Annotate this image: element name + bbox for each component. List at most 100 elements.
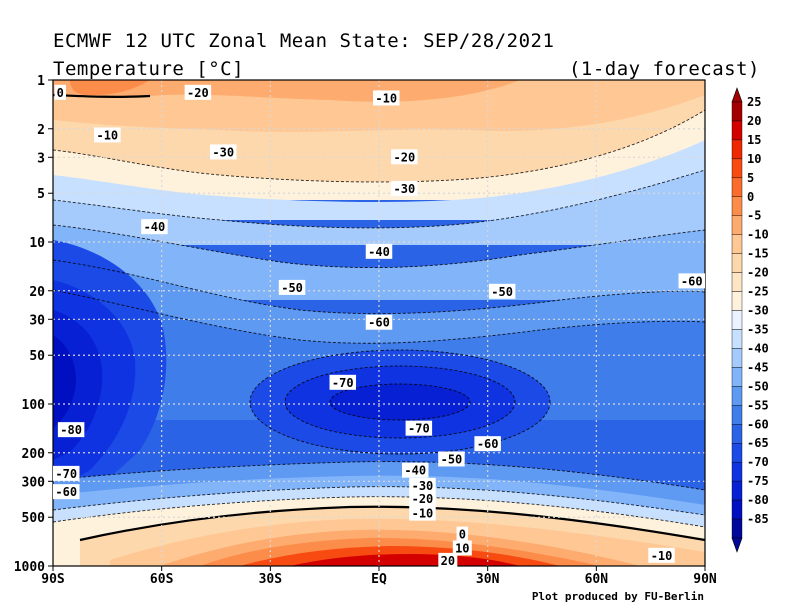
contour-label: -60: [474, 436, 501, 452]
contour-label-text: -70: [55, 467, 77, 481]
contour-label-box: [184, 84, 212, 100]
colorbar-swatch: [731, 480, 743, 501]
contour-label: -70: [329, 374, 357, 390]
colorbar-swatch: [731, 196, 743, 216]
colorbar-swatch: [731, 499, 743, 520]
contour-label: -20: [184, 84, 212, 100]
contour-label-box: [409, 477, 436, 493]
contour-label-box: [409, 505, 436, 521]
contour-label-text: -50: [281, 281, 303, 295]
contour-label-box: [209, 144, 237, 160]
colorbar-swatch: [731, 310, 743, 330]
contour-label-box: [278, 279, 306, 295]
contour-label: 10: [452, 540, 472, 556]
contour-label: -20: [409, 490, 436, 506]
x-tick-label: 90S: [41, 572, 65, 587]
colorbar-swatch: [731, 291, 743, 311]
y-tick-label: 50: [29, 349, 45, 364]
grid-lines: [53, 80, 705, 566]
colorbar-swatch: [731, 329, 743, 349]
y-tick-label: 10: [29, 236, 45, 251]
colorbar-label: -5: [747, 209, 761, 223]
contour-label-text: -60: [477, 437, 499, 451]
colorbar-swatch: [731, 234, 743, 254]
colorbar-label: 25: [747, 95, 761, 109]
contour-label-text: -20: [187, 86, 209, 100]
contour-label-box: [53, 484, 80, 500]
contour-label-box: [391, 149, 418, 165]
colorbar-swatch: [731, 443, 743, 463]
chart-subtitle: Temperature [°C]: [53, 58, 244, 80]
contour-label-box: [438, 552, 458, 568]
contour-label: -70: [405, 420, 433, 436]
contour-label: -70: [53, 465, 80, 481]
y-tick-label: 1000: [14, 560, 45, 575]
colorbar-label: -50: [747, 379, 769, 393]
colorbar-label: -25: [747, 285, 769, 299]
colorbar-swatch: [731, 139, 743, 160]
contour-label-text: -50: [491, 285, 513, 299]
contour-label-box: [488, 283, 516, 299]
contour-label: -50: [278, 279, 306, 295]
contour-label: -20: [391, 149, 418, 165]
contour-label-text: -80: [60, 423, 82, 437]
contour-label: -30: [391, 180, 418, 196]
contour-label-text: -60: [368, 316, 390, 330]
contour-label: -30: [409, 477, 436, 493]
contour-label-box: [474, 436, 501, 452]
colorbar-swatch: [731, 367, 743, 387]
colorbar-label: -75: [747, 474, 769, 488]
colorbar-label: -45: [747, 360, 769, 374]
colorbar-swatch: [731, 386, 743, 406]
contour-label: -60: [53, 484, 80, 500]
contour-label-text: -30: [394, 182, 416, 196]
forecast-label: (1-day forecast): [569, 58, 760, 80]
colorbar-top-arrow: [731, 87, 743, 103]
contour-label-text: -30: [212, 145, 234, 159]
contour-label: -80: [57, 422, 85, 438]
x-tick-label: 30N: [476, 572, 500, 587]
contour-label-text: -60: [55, 485, 77, 499]
colorbar-swatch: [731, 253, 743, 273]
contour-label-text: -20: [412, 492, 434, 506]
y-axis: 1 2 3 5 10 20 30 50 100 200 300 500 1000: [14, 74, 53, 575]
colorbar-label: -85: [747, 512, 769, 526]
contour-label: -10: [409, 505, 436, 521]
contour-label-box: [57, 422, 85, 438]
colorbar-swatch: [731, 101, 743, 122]
colorbar-swatch: [731, 424, 743, 444]
contour-label-box: [94, 127, 121, 143]
colorbar-label: 5: [747, 171, 754, 185]
colorbar-label: 20: [747, 114, 761, 128]
colorbar-label: -20: [747, 266, 769, 280]
colorbar-label: 10: [747, 152, 761, 166]
contour-label: 0: [54, 84, 66, 100]
colorbar-swatch: [731, 120, 743, 141]
contour-label-text: -70: [408, 422, 430, 436]
contour-label: -10: [94, 127, 121, 143]
contour-label-text: -40: [404, 464, 426, 478]
contour-label-box: [365, 243, 393, 259]
contour-label: -40: [401, 462, 429, 478]
contour-label-box: [54, 84, 66, 100]
y-tick-label: 20: [29, 285, 45, 300]
colorbar-label: -15: [747, 247, 769, 261]
contour-label-box: [452, 540, 472, 556]
footer-credit: Plot produced by FU-Berlin: [532, 590, 704, 603]
contour-label: -10: [648, 547, 675, 563]
colorbar-label: -80: [747, 493, 769, 507]
contour-label: -40: [365, 243, 393, 259]
contour-label-text: 0: [57, 86, 64, 100]
y-tick-label: 5: [37, 187, 45, 202]
contour-label-box: [409, 490, 436, 506]
contour-label-text: -10: [96, 128, 118, 142]
contour-label-box: [391, 180, 418, 196]
contour-label-text: -50: [441, 452, 463, 466]
colorbar-swatch: [731, 348, 743, 368]
contour-label-box: [329, 374, 357, 390]
contour-label-text: -20: [394, 150, 416, 164]
colorbar-label: -65: [747, 436, 769, 450]
y-tick-label: 300: [22, 475, 46, 490]
x-axis: 90S 60S 30S EQ 30N 60N 90N: [41, 566, 717, 587]
